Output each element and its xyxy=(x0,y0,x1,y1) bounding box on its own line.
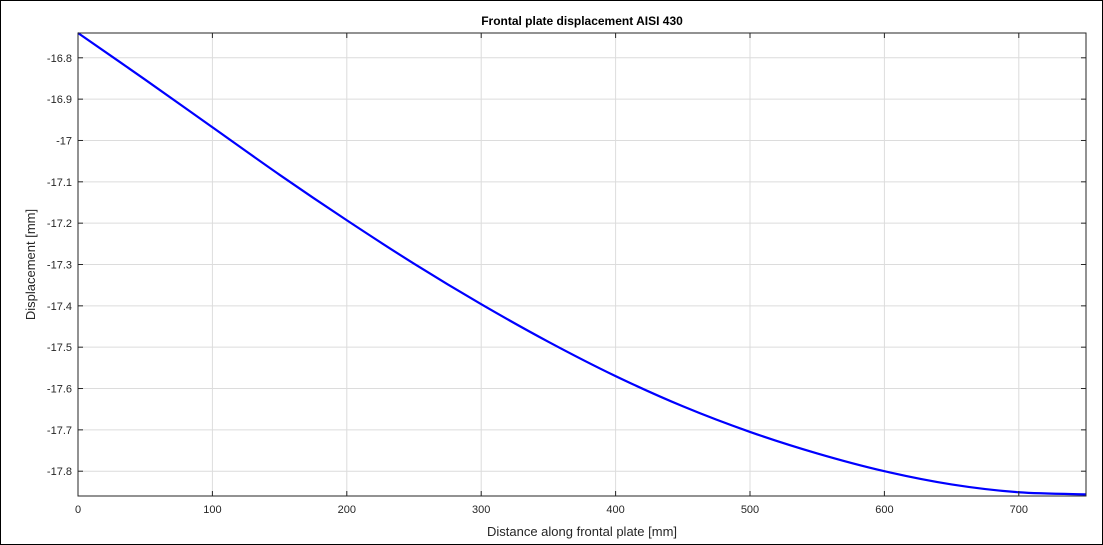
x-tick-label: 100 xyxy=(203,504,221,516)
series-line-0 xyxy=(77,32,1087,496)
tick-marks xyxy=(77,33,1086,496)
x-tick-label: 300 xyxy=(472,504,490,516)
x-axis-label: Distance along frontal plate [mm] xyxy=(487,524,677,539)
x-tick-label: 200 xyxy=(338,504,356,516)
x-tick-label: 700 xyxy=(1010,504,1028,516)
y-tick-labels: -16.8 -16.9 -17 -17.1 -17.2 -17.3 -17.4 -17.5 -1… xyxy=(47,53,72,478)
y-axis-label: Displacement [mm] xyxy=(23,209,38,320)
y-tick-label: -17.4 xyxy=(47,301,72,313)
y-tick-label: -17.8 xyxy=(47,466,72,478)
y-tick-label: -17.5 xyxy=(47,342,72,354)
y-tick-label: -17.1 xyxy=(47,177,72,189)
chart-title: Frontal plate displacement AISI 430 xyxy=(481,14,683,28)
x-tick-label: 600 xyxy=(875,504,893,516)
y-tick-label: -17.3 xyxy=(47,260,72,272)
x-tick-label: 500 xyxy=(741,504,759,516)
series-layer xyxy=(77,32,1087,496)
y-tick-label: -17.7 xyxy=(47,425,72,437)
y-tick-label: -17 xyxy=(56,135,72,147)
grid-lines xyxy=(77,33,1086,496)
x-tick-labels: 0 100 200 300 400 500 600 700 xyxy=(75,504,1028,516)
x-tick-label: 0 xyxy=(75,504,81,516)
x-tick-label: 400 xyxy=(606,504,624,516)
y-tick-label: -17.2 xyxy=(47,218,72,230)
y-tick-label: -16.8 xyxy=(47,53,72,65)
y-tick-label: -17.6 xyxy=(47,384,72,396)
y-tick-label: -16.9 xyxy=(47,94,72,106)
